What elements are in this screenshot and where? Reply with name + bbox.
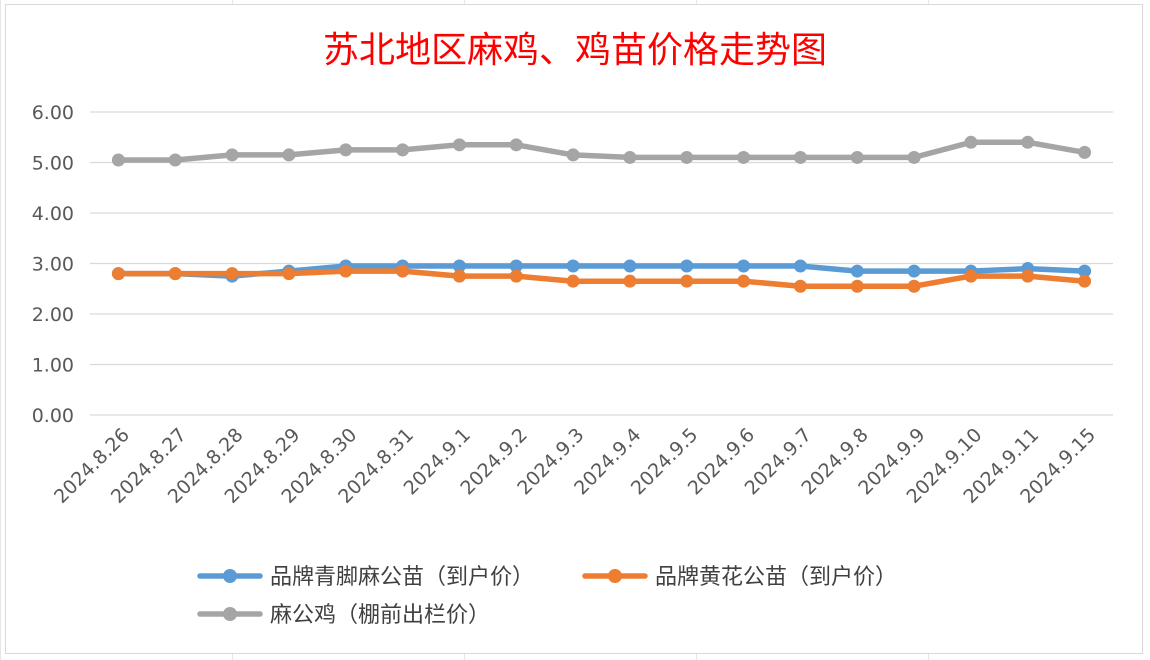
data-point-s1 <box>225 267 239 281</box>
data-point-s0 <box>509 259 523 273</box>
series-line-1 <box>115 268 1088 289</box>
gridlines <box>90 111 1113 416</box>
legend-item[interactable]: 品牌青脚麻公苗（到户价） <box>197 565 534 590</box>
data-point-s0 <box>623 259 637 273</box>
data-point-s2 <box>168 153 182 167</box>
legend-item[interactable]: 品牌黄花公苗（到户价） <box>582 565 897 590</box>
data-point-s0 <box>452 259 466 273</box>
legend-item[interactable]: 麻公鸡（棚前出栏价） <box>197 603 490 628</box>
data-point-s1 <box>680 274 694 288</box>
data-point-s1 <box>907 279 921 293</box>
legend-label: 麻公鸡（棚前出栏价） <box>270 603 490 628</box>
y-tick-label: 6.00 <box>32 102 74 124</box>
data-point-s2 <box>1078 145 1092 159</box>
data-point-s2 <box>509 138 523 152</box>
series-points <box>111 135 1092 293</box>
data-point-s1 <box>850 279 864 293</box>
y-tick-label: 2.00 <box>32 304 74 326</box>
legend[interactable]: 品牌青脚麻公苗（到户价） 品牌黄花公苗（到户价） 麻公鸡（棚前出栏价） <box>197 565 897 628</box>
y-tick-label: 1.00 <box>32 355 74 377</box>
data-point-s0 <box>1078 264 1092 278</box>
data-point-s2 <box>964 135 978 149</box>
data-point-s2 <box>111 153 125 167</box>
data-point-s1 <box>168 267 182 281</box>
chart-title: 苏北地区麻鸡、鸡苗价格走势图 <box>323 30 827 71</box>
data-point-s2 <box>623 150 637 164</box>
data-point-s1 <box>1021 269 1035 283</box>
data-point-s1 <box>509 269 523 283</box>
data-point-s1 <box>1078 274 1092 288</box>
data-point-s1 <box>396 264 410 278</box>
data-point-s1 <box>566 274 580 288</box>
y-tick-label: 3.00 <box>32 254 74 276</box>
data-point-s1 <box>737 274 751 288</box>
legend-point-marker <box>223 569 237 583</box>
data-point-s0 <box>737 259 751 273</box>
data-point-s2 <box>566 148 580 162</box>
data-point-s1 <box>452 269 466 283</box>
legend-point-marker <box>223 607 237 621</box>
data-point-s2 <box>1021 135 1035 149</box>
data-point-s0 <box>907 264 921 278</box>
data-point-s2 <box>793 150 807 164</box>
y-tick-label: 5.00 <box>32 153 74 175</box>
data-point-s1 <box>111 267 125 281</box>
y-tick-label: 0.00 <box>32 405 74 427</box>
legend-point-marker <box>608 569 622 583</box>
data-point-s2 <box>737 150 751 164</box>
data-point-s0 <box>793 259 807 273</box>
series-lines <box>115 139 1088 289</box>
legend-label: 品牌青脚麻公苗（到户价） <box>270 565 534 590</box>
data-point-s2 <box>339 143 353 157</box>
y-axis-tick-labels: 0.00 1.00 2.00 3.00 4.00 5.00 6.00 <box>32 102 74 427</box>
data-point-s0 <box>850 264 864 278</box>
legend-label: 品牌黄花公苗（到户价） <box>655 565 897 590</box>
data-point-s2 <box>225 148 239 162</box>
data-point-s2 <box>850 150 864 164</box>
data-point-s1 <box>793 279 807 293</box>
data-point-s2 <box>680 150 694 164</box>
data-point-s0 <box>680 259 694 273</box>
y-tick-label: 4.00 <box>32 203 74 225</box>
data-point-s2 <box>907 150 921 164</box>
data-point-s2 <box>452 138 466 152</box>
x-axis-tick-labels: 2024.8.262024.8.272024.8.282024.8.292024… <box>50 424 1100 508</box>
series-line-2 <box>115 139 1088 163</box>
data-point-s0 <box>566 259 580 273</box>
data-point-s2 <box>396 143 410 157</box>
data-point-s2 <box>282 148 296 162</box>
data-point-s1 <box>964 269 978 283</box>
data-point-s1 <box>623 274 637 288</box>
data-point-s1 <box>282 267 296 281</box>
data-point-s1 <box>339 264 353 278</box>
